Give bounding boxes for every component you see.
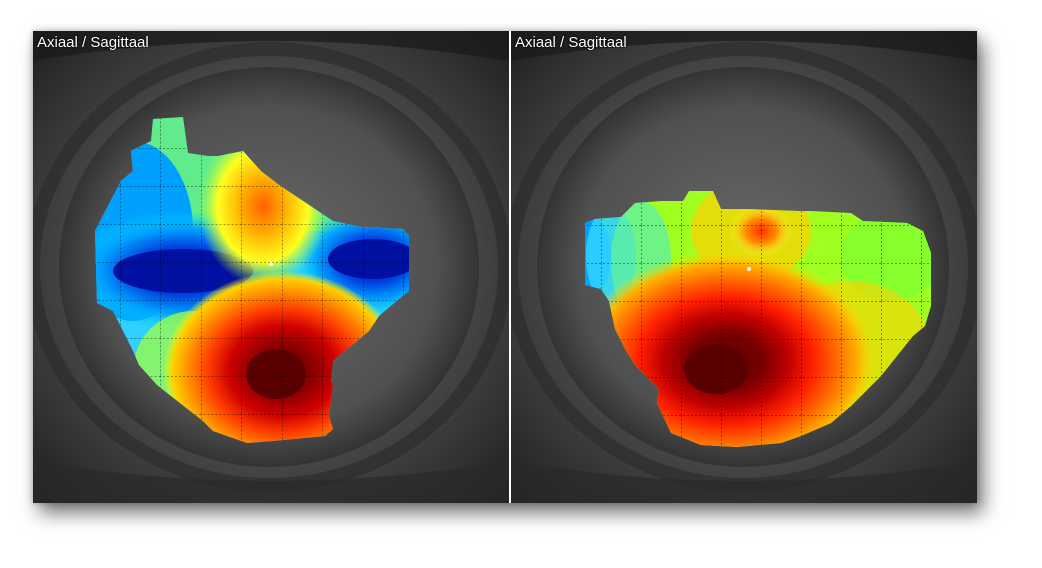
topography-comparison-frame: Axiaal / Sagittaal bbox=[33, 31, 977, 503]
topography-panel-left[interactable]: Axiaal / Sagittaal bbox=[33, 31, 509, 503]
map-type-label: Axiaal / Sagittaal bbox=[37, 34, 149, 51]
eye-topography-image-right bbox=[511, 31, 977, 503]
topography-panel-right[interactable]: Axiaal / Sagittaal bbox=[511, 31, 977, 503]
map-type-label: Axiaal / Sagittaal bbox=[515, 34, 627, 51]
eye-topography-image-left bbox=[33, 31, 509, 503]
